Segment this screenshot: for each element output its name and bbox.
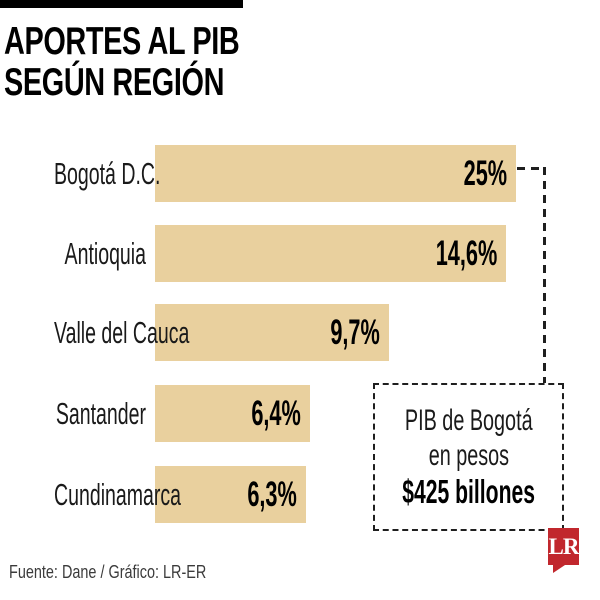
bar-row-cundinamarca: Cundinamarca 6,3% [0, 466, 600, 523]
bar-valle-del-cauca: 9,7% [155, 304, 389, 361]
category-label: Santander [55, 395, 146, 431]
bar-cundinamarca: 6,3% [155, 466, 306, 523]
lr-logo: LR [548, 528, 580, 573]
bar-row-santander: Santander 6,4% [0, 385, 600, 442]
bar-bogota: 25% [155, 145, 516, 202]
callout-connector-vertical [543, 167, 546, 383]
callout-line1: PIB de Bogotá [404, 404, 533, 437]
title-accent-bar [0, 0, 243, 8]
category-label: Valle del Cauca [54, 314, 190, 350]
bar-antioquia: 14,6% [155, 225, 506, 282]
lr-logo-tail [553, 565, 565, 573]
bar-santander: 6,4% [155, 385, 310, 442]
callout-value: $425 billones [402, 473, 535, 510]
chart-title-line1: APORTES AL PIB [4, 20, 240, 63]
bar-row-valle-del-cauca: Valle del Cauca 9,7% [0, 304, 600, 361]
bar-value-label: 9,7% [330, 312, 380, 352]
callout-line2: en pesos [428, 439, 509, 472]
chart-title-line2: SEGÚN REGIÓN [4, 61, 225, 104]
category-label: Antioquia [64, 235, 146, 271]
bar-value-label: 14,6% [435, 233, 497, 273]
bar-row-antioquia: Antioquia 14,6% [0, 225, 600, 282]
category-label: Cundinamarca [54, 476, 182, 512]
bar-row-bogota: Bogotá D.C. 25% [0, 145, 600, 202]
lr-logo-text: LR [548, 534, 580, 559]
bar-value-label: 6,4% [251, 393, 301, 433]
callout-box: PIB de Bogotá en pesos $425 billones [373, 383, 564, 531]
callout-connector-horizontal [517, 167, 545, 170]
bar-value-label: 6,3% [247, 474, 297, 514]
bar-value-label: 25% [463, 153, 507, 193]
category-label: Bogotá D.C. [54, 155, 161, 191]
source-credit: Fuente: Dane / Gráfico: LR-ER [9, 561, 207, 582]
chart-title: APORTES AL PIB SEGÚN REGIÓN [4, 21, 322, 103]
